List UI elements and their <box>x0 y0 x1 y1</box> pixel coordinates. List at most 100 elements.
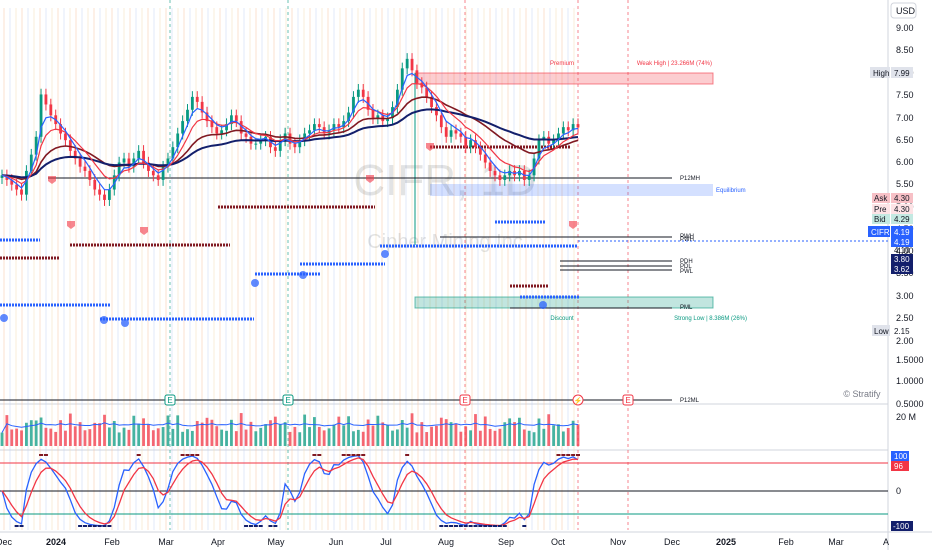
ema-fast-line <box>1 72 579 191</box>
volume-bar <box>20 430 23 446</box>
price-tick: 9.00 <box>896 23 914 33</box>
volume-bar <box>474 414 477 446</box>
time-tick: Feb <box>104 537 120 547</box>
candle-body <box>518 170 521 176</box>
candle-body <box>498 175 502 180</box>
candle-body <box>527 175 531 180</box>
volume-bar <box>454 423 458 446</box>
candle-body <box>454 130 458 134</box>
candle-body <box>244 133 248 137</box>
candle-body <box>293 143 297 148</box>
osc-overbought-mark <box>346 454 351 456</box>
price-tick: 1.0000 <box>896 376 924 386</box>
candle-body <box>376 115 380 119</box>
candle-body <box>478 147 482 155</box>
quote-key-box <box>872 204 890 214</box>
volume-bar <box>49 428 53 446</box>
high-value: 7.99 <box>894 69 910 78</box>
osc-overbought-mark <box>312 454 317 456</box>
candle-body <box>317 124 321 128</box>
swing-high-flag <box>48 176 56 184</box>
volume-bar <box>381 422 385 446</box>
volume-bar <box>483 416 487 446</box>
volume-bar <box>439 417 443 446</box>
low-label: Low <box>874 327 889 336</box>
candle-body <box>137 150 141 159</box>
credit-label: © Stratify <box>843 389 881 399</box>
candle-body <box>186 109 189 122</box>
osc-overbought-mark <box>317 454 322 456</box>
osc-oversold-mark <box>82 525 87 527</box>
high-value-box <box>891 67 913 78</box>
volume-bar <box>210 419 214 446</box>
candle-body <box>552 140 555 144</box>
level-label: Premium <box>550 61 574 67</box>
candle-body <box>566 127 570 131</box>
candle-body <box>537 140 541 159</box>
candle-body <box>15 184 19 190</box>
event-marker-box <box>164 394 176 406</box>
candle-body <box>176 133 180 148</box>
symbol-badge <box>868 226 890 237</box>
candle-body <box>435 107 438 116</box>
volume-bar <box>400 420 404 446</box>
osc-oversold-mark <box>244 525 249 527</box>
volume-bar <box>254 431 258 446</box>
osc-oversold-mark <box>502 525 507 527</box>
osc-oversold-mark <box>444 525 449 527</box>
candle-body <box>332 124 336 131</box>
osc-oversold-mark <box>449 525 454 527</box>
volume-bar <box>293 426 297 446</box>
osc-overbought-mark <box>341 454 346 456</box>
volume-bar <box>34 420 38 446</box>
candle-body <box>44 94 48 105</box>
volume-bar <box>561 431 565 446</box>
last-price-box <box>891 237 913 247</box>
osc-oversold-mark <box>253 525 258 527</box>
time-tick: 2025 <box>716 537 736 547</box>
volume-bar <box>0 432 4 446</box>
candle-body <box>464 136 468 148</box>
volume-bar <box>269 420 272 446</box>
time-tick: 2024 <box>46 537 66 547</box>
level-label: PDL <box>680 264 692 270</box>
swing-low-marker <box>0 314 8 322</box>
osc-oversold-mark <box>102 525 107 527</box>
osc-overbought-mark <box>43 454 48 456</box>
osc-oversold-mark <box>463 525 468 527</box>
volume-bar <box>68 413 72 446</box>
dividend-marker <box>572 394 584 406</box>
volume-bar <box>103 414 106 446</box>
ma-value: 3.62 <box>894 265 910 274</box>
level-label: PML <box>680 305 693 311</box>
osc-d-line <box>1 457 579 527</box>
volume-bar <box>410 413 414 446</box>
volume-bar <box>371 425 375 446</box>
time-tick: A <box>883 537 889 547</box>
time-tick: Mar <box>158 537 174 547</box>
volume-bar <box>566 428 570 446</box>
candle-body <box>29 154 33 171</box>
price-hover: 4.10 <box>894 246 910 255</box>
osc-value-box <box>891 451 909 461</box>
low-value: 2.15 <box>894 327 910 336</box>
candle-body <box>308 130 311 134</box>
candle-body <box>400 68 404 90</box>
candle-body <box>493 170 497 176</box>
osc-overbought-mark <box>351 454 356 456</box>
volume-bar <box>93 422 97 446</box>
volume-bar <box>186 429 189 446</box>
osc-oversold-mark <box>97 525 102 527</box>
currency-label: USD <box>896 6 916 16</box>
osc-value-box <box>891 461 909 471</box>
volume-bar <box>132 415 136 446</box>
osc-tick: 0 <box>896 486 901 496</box>
volume-bar <box>156 428 160 446</box>
candle-body <box>313 124 316 131</box>
level-label: P12MH <box>680 176 700 182</box>
ma-value: 3.80 <box>894 255 910 264</box>
candle-body <box>273 147 277 151</box>
candle-body <box>20 189 23 195</box>
volume-bar <box>88 429 92 446</box>
candle-body <box>132 158 136 167</box>
